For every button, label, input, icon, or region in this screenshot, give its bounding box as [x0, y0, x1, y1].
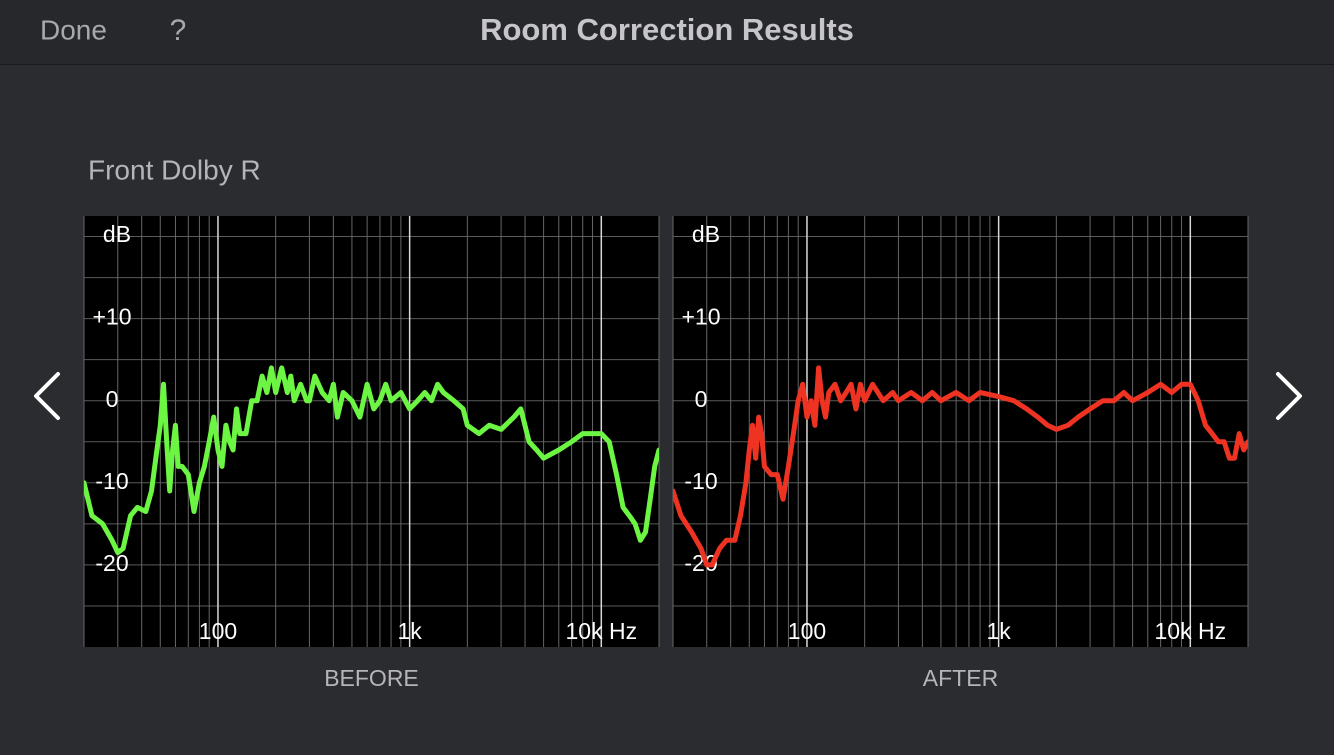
y-tick-label: +10: [92, 304, 131, 330]
y-tick-label: -10: [684, 468, 717, 494]
y-tick-label: 0: [695, 386, 708, 412]
chart: dB +10 0 -10 -20 100 1k 10k Hz BEFORE: [83, 216, 660, 691]
done-button[interactable]: Done: [40, 14, 107, 45]
y-axis-label: dB: [103, 221, 131, 247]
x-tick-label: 1k: [397, 618, 422, 644]
help-button[interactable]: ?: [170, 14, 187, 47]
chart-caption: AFTER: [923, 665, 998, 691]
x-tick-label: 100: [788, 618, 826, 644]
x-tick-label: 100: [199, 618, 237, 644]
next-arrow[interactable]: [1276, 372, 1302, 420]
x-tick-label: 10k Hz: [1155, 618, 1227, 644]
previous-arrow[interactable]: [34, 372, 60, 420]
response-curve: [84, 365, 659, 556]
plot-area: [673, 216, 1248, 647]
y-tick-label: +10: [681, 304, 720, 330]
response-curve: [673, 365, 1248, 568]
x-tick-label: 10k Hz: [566, 618, 638, 644]
x-tick-label: 1k: [986, 618, 1011, 644]
screen-title: Room Correction Results: [480, 12, 854, 47]
y-tick-label: 0: [106, 386, 119, 412]
plot-area: [84, 216, 659, 647]
chart-caption: BEFORE: [324, 665, 419, 691]
y-tick-label: -20: [95, 550, 128, 576]
channel-name: Front Dolby R: [88, 154, 261, 185]
y-axis-label: dB: [692, 221, 720, 247]
y-tick-label: -10: [95, 468, 128, 494]
header-bar: [0, 0, 1334, 64]
